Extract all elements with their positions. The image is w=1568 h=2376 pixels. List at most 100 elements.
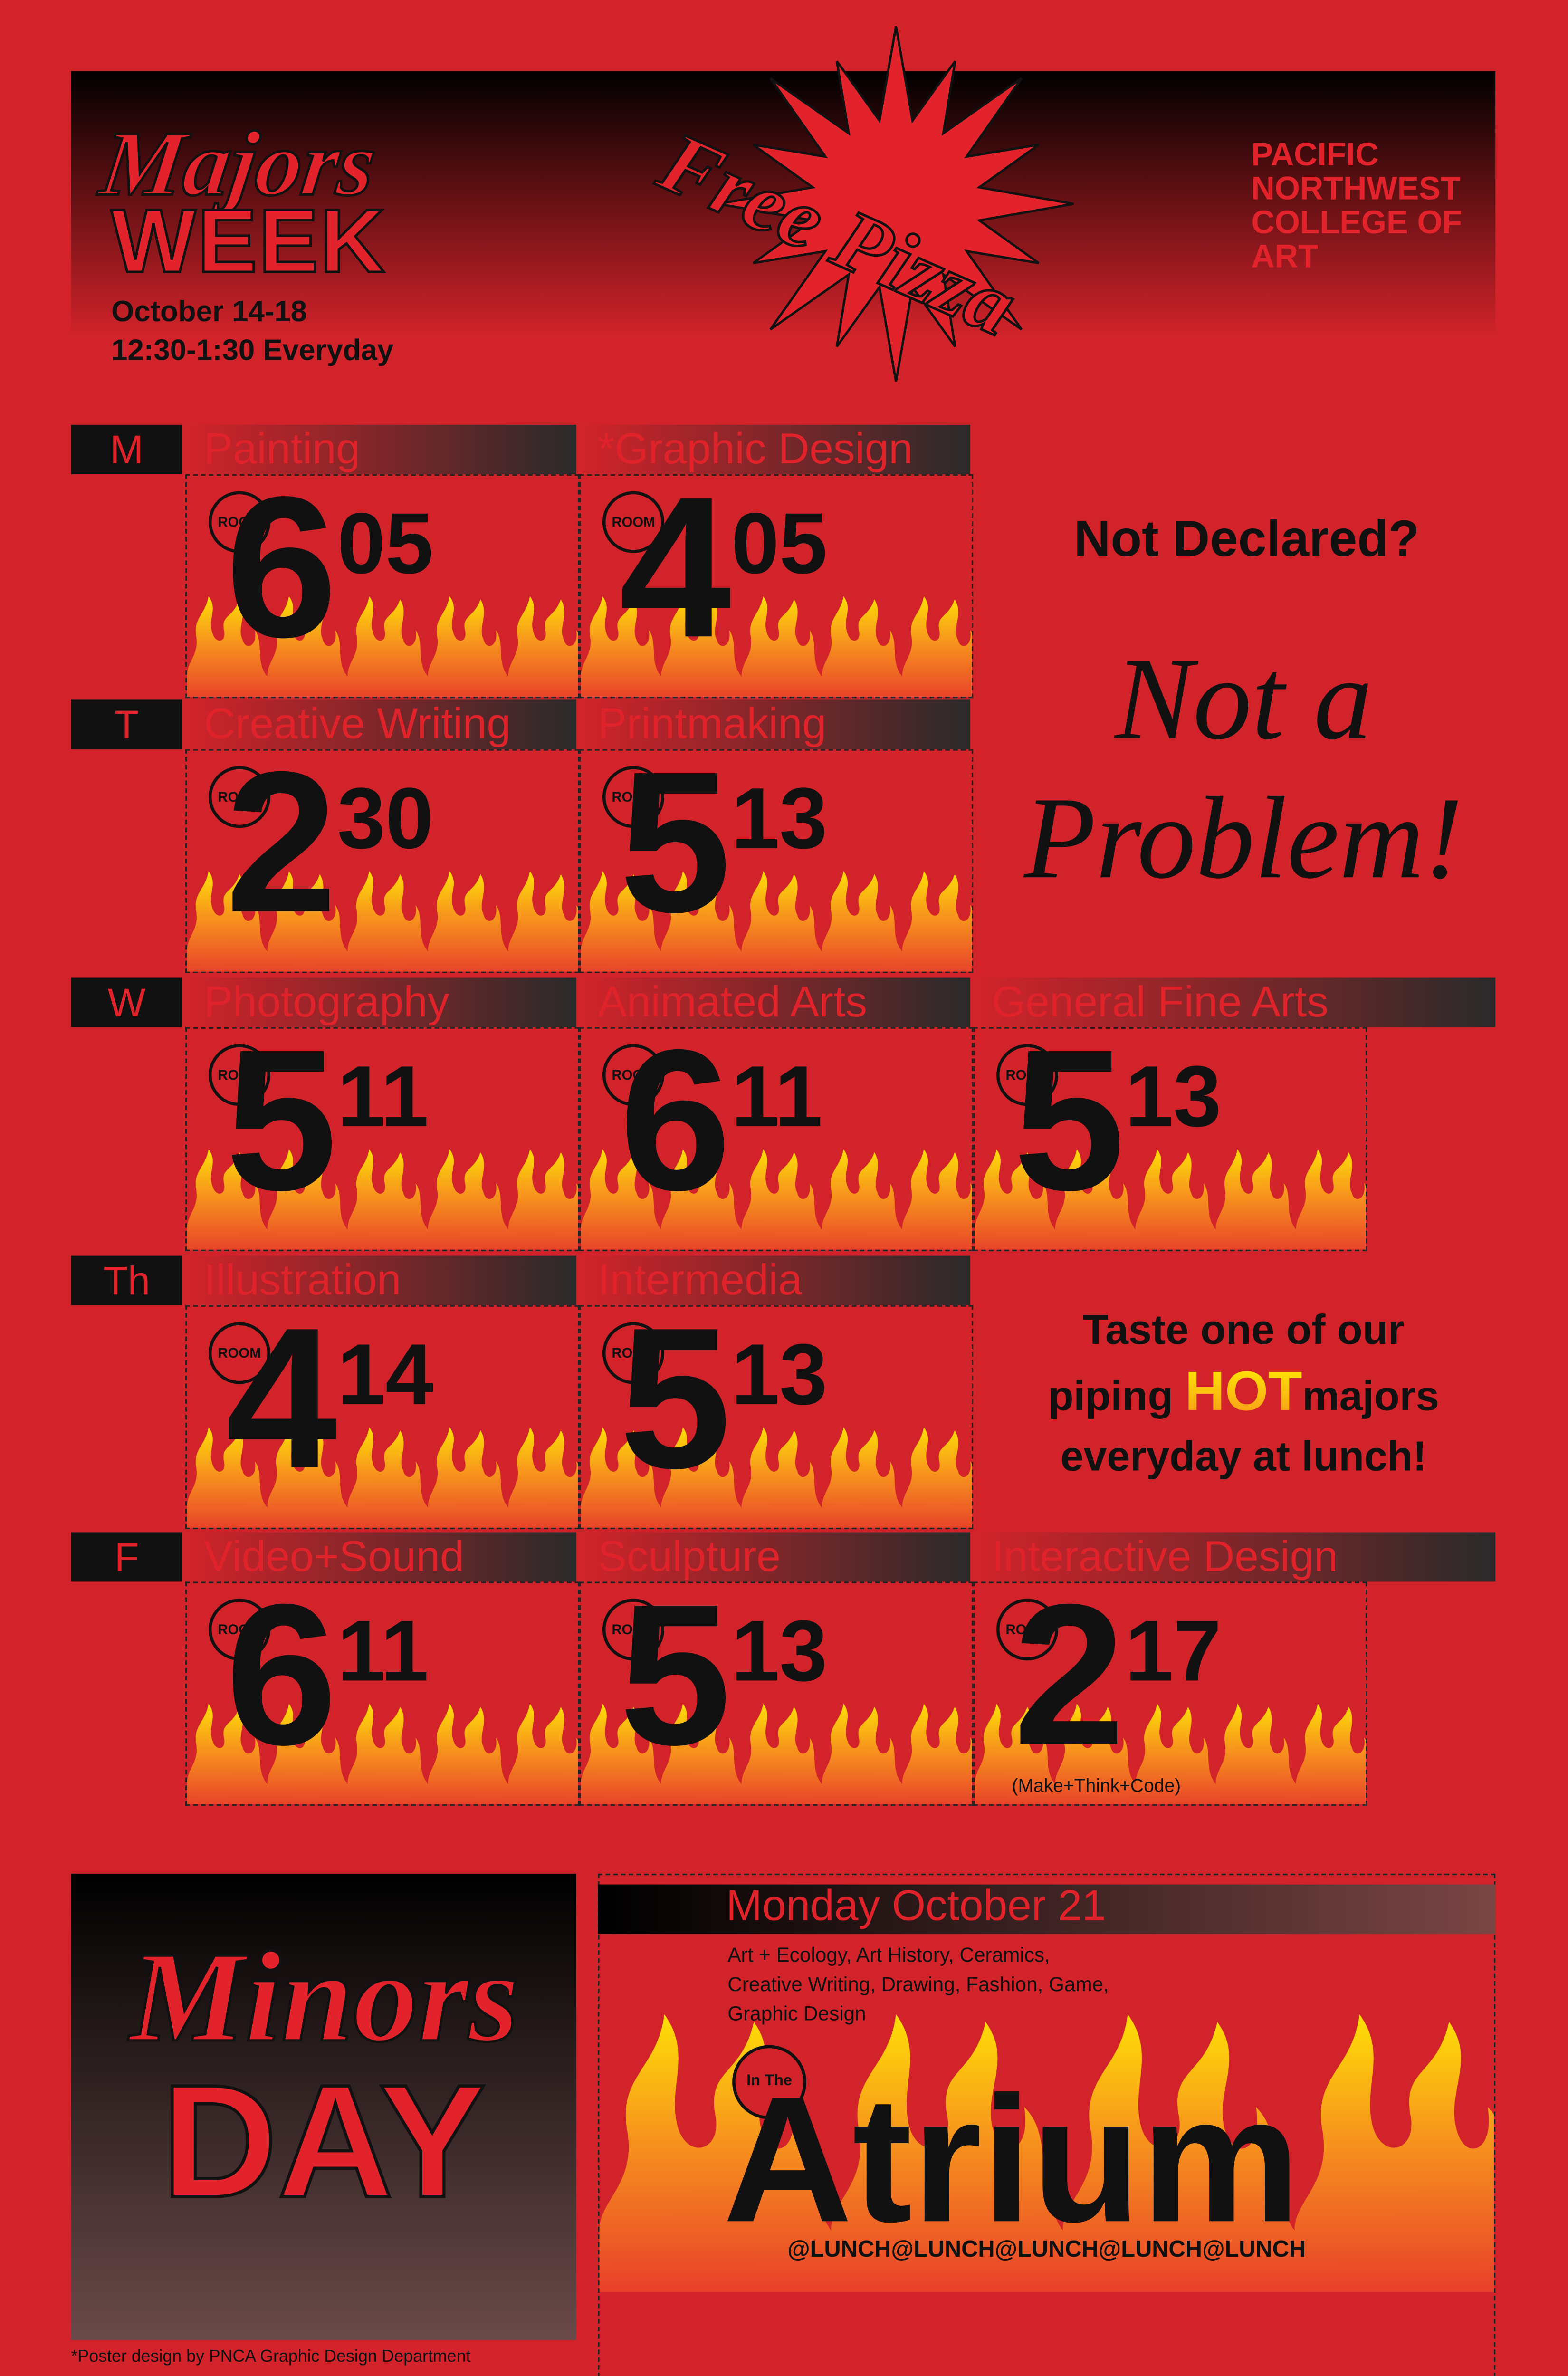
taste-line: piping HOTmajors xyxy=(981,1361,1506,1428)
major-name: Printmaking xyxy=(579,699,970,749)
minor-line: Graphic Design xyxy=(727,2002,866,2025)
room: 11 xyxy=(337,1601,429,1699)
room-card: ROOM 414 xyxy=(185,1305,580,1529)
floor: 5 xyxy=(619,1581,731,1787)
room: 13 xyxy=(1125,1047,1222,1145)
room-number: 513 xyxy=(620,1583,828,1775)
minors-panel xyxy=(71,1873,576,2340)
school-line: COLLEGE OF xyxy=(1251,205,1463,241)
room: 11 xyxy=(337,1047,429,1145)
minor-line: Art + Ecology, Art History, Ceramics, xyxy=(727,1943,1050,1966)
flames xyxy=(581,584,972,697)
major-name: Illustration xyxy=(185,1255,576,1305)
minors-script: Minors xyxy=(128,1925,520,2071)
room-card: ROOM 513 xyxy=(973,1027,1367,1251)
room: 17 xyxy=(1125,1601,1222,1699)
room-badge: ROOM xyxy=(602,491,665,553)
room-badge: ROOM xyxy=(996,1599,1059,1661)
atrium-card xyxy=(598,1873,1496,2376)
floor: 4 xyxy=(225,1305,337,1511)
major-name: General Fine Arts xyxy=(973,977,1496,1027)
room-card: ROOM 611 xyxy=(185,1581,580,1806)
room-card: ROOM 513 xyxy=(579,1305,974,1529)
room-badge: ROOM xyxy=(996,1044,1059,1106)
flames xyxy=(581,859,972,972)
not-declared: Not Declared? xyxy=(1074,509,1420,567)
major-name: Creative Writing xyxy=(185,699,576,749)
flames xyxy=(187,859,578,972)
room: 05 xyxy=(337,494,434,592)
flames xyxy=(975,1137,1366,1250)
room-card: ROOM 217 (Make+Think+Code) xyxy=(973,1581,1367,1806)
room-card: ROOM 611 xyxy=(579,1027,974,1251)
school-line: NORTHWEST xyxy=(1251,171,1461,207)
floor: 5 xyxy=(1013,1027,1125,1233)
room: 13 xyxy=(731,1601,828,1699)
room-number: 513 xyxy=(620,751,828,942)
date-bar xyxy=(598,1884,1496,1934)
room-card: ROOM 230 xyxy=(185,749,580,973)
room: 13 xyxy=(731,1325,828,1423)
room-card: ROOM 513 xyxy=(579,749,974,973)
room-number: 605 xyxy=(226,476,434,667)
starburst xyxy=(718,26,1074,382)
room-number: 513 xyxy=(620,1307,828,1498)
lunch: @LUNCH@LUNCH@LUNCH@LUNCH@LUNCH xyxy=(787,2236,1306,2263)
floor: 6 xyxy=(225,474,337,680)
school: PACIFIC NORTHWEST COLLEGE OF ART xyxy=(1251,137,1463,275)
room-card: ROOM 605 xyxy=(185,474,580,699)
room-card: ROOM 511 xyxy=(185,1027,580,1251)
room: 30 xyxy=(337,769,434,867)
answer-line: Not a xyxy=(1115,634,1373,765)
day-label: W xyxy=(71,977,182,1027)
floor: 5 xyxy=(225,1027,337,1233)
room-badge: ROOM xyxy=(602,1044,665,1106)
dates: October 14-18 xyxy=(111,297,307,329)
minor-line: Creative Writing, Drawing, Fashion, Game… xyxy=(727,1972,1109,1996)
minors-list: Art + Ecology, Art History, Ceramics, Cre… xyxy=(727,1940,1109,2028)
room-number: 405 xyxy=(620,476,828,667)
floor: 6 xyxy=(619,1027,731,1233)
floor: 6 xyxy=(225,1581,337,1787)
floor: 2 xyxy=(1013,1581,1125,1787)
room-number: 230 xyxy=(226,751,434,942)
day-label: F xyxy=(71,1532,182,1582)
flames xyxy=(581,1691,972,1804)
flames xyxy=(187,584,578,697)
room-badge: ROOM xyxy=(208,491,270,553)
major-name: Interactive Design xyxy=(973,1532,1496,1582)
major-name: Sculpture xyxy=(579,1532,970,1582)
minors-block: DAY xyxy=(160,2052,487,2232)
title-block: WEEK xyxy=(110,192,386,292)
room-number: 513 xyxy=(1013,1029,1222,1220)
room-badge: ROOM xyxy=(602,1599,665,1661)
flames xyxy=(187,1415,578,1528)
major-name: Video+Sound xyxy=(185,1532,576,1582)
footer: *Poster design by PNCA Graphic Design De… xyxy=(71,2347,471,2366)
major-name: Photography xyxy=(185,977,576,1027)
room-note: (Make+Think+Code) xyxy=(1012,1774,1181,1797)
major-name: Animated Arts xyxy=(579,977,970,1027)
room-card: ROOM 405 xyxy=(579,474,974,699)
time: 12:30-1:30 Everyday xyxy=(111,335,394,368)
floor: 5 xyxy=(619,749,731,955)
major-name: Painting xyxy=(185,424,576,474)
atrium: Atrium xyxy=(723,2059,1300,2260)
flames xyxy=(581,1415,972,1528)
taste-line: everyday at lunch! xyxy=(1060,1433,1427,1480)
major-name: *Graphic Design xyxy=(579,424,970,474)
room: 11 xyxy=(731,1047,823,1145)
flames xyxy=(581,1137,972,1250)
floor: 5 xyxy=(619,1305,731,1511)
day-label: T xyxy=(71,699,182,749)
room: 14 xyxy=(337,1325,434,1423)
room: 13 xyxy=(731,769,828,867)
day-label: M xyxy=(71,424,182,474)
room-badge: ROOM xyxy=(602,766,665,828)
flames xyxy=(599,1983,1494,2292)
school-line: PACIFIC xyxy=(1251,137,1379,173)
flames xyxy=(975,1691,1366,1804)
room-number: 217 xyxy=(1013,1583,1222,1775)
